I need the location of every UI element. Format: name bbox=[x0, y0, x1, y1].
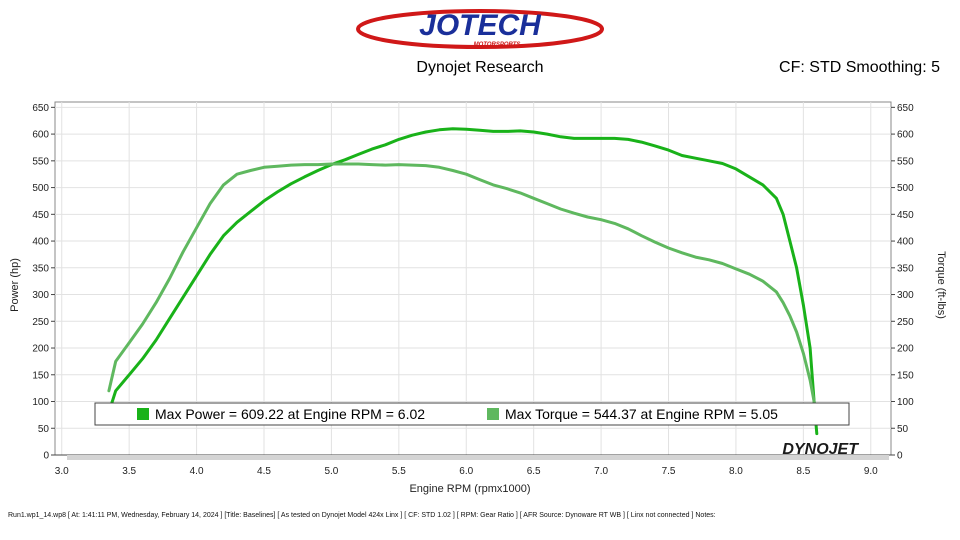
y-tick-right: 200 bbox=[897, 344, 914, 355]
run-info-footer: Run1.wp1_14.wp8 [ At: 1:41:11 PM, Wednes… bbox=[8, 512, 716, 519]
y-tick-right: 450 bbox=[897, 210, 914, 221]
y-tick-left: 150 bbox=[32, 370, 49, 381]
x-tick: 8.0 bbox=[729, 466, 743, 477]
y-tick-left: 450 bbox=[32, 210, 49, 221]
x-tick: 3.5 bbox=[122, 466, 136, 477]
y-tick-left: 650 bbox=[32, 103, 49, 114]
x-tick: 5.0 bbox=[324, 466, 338, 477]
y-tick-left: 0 bbox=[43, 451, 49, 462]
y-tick-left: 400 bbox=[32, 237, 49, 248]
y-tick-right: 300 bbox=[897, 290, 914, 301]
x-tick: 6.5 bbox=[527, 466, 541, 477]
y-tick-right: 600 bbox=[897, 130, 914, 141]
legend-label-power: Max Power = 609.22 at Engine RPM = 6.02 bbox=[155, 406, 425, 422]
legend-box bbox=[94, 402, 850, 426]
grid bbox=[55, 102, 891, 456]
y-tick-right: 250 bbox=[897, 317, 914, 328]
y-tick-right: 50 bbox=[897, 424, 909, 435]
legend-swatch-torque bbox=[487, 408, 499, 420]
jotech-logo-graphic: JOTECH MOTORSPORTS bbox=[356, 9, 604, 49]
y-tick-left: 550 bbox=[32, 156, 49, 167]
y-axis-left: 0 50 100 150 200 250 300 350 400 450 500 550 600 650 bbox=[32, 103, 55, 462]
x-tick: 4.5 bbox=[257, 466, 271, 477]
y-tick-right: 550 bbox=[897, 156, 914, 167]
y-tick-right: 150 bbox=[897, 370, 914, 381]
y-axis-left-title: Power (hp) bbox=[9, 258, 21, 312]
y-tick-left: 200 bbox=[32, 344, 49, 355]
x-tick: 4.0 bbox=[190, 466, 204, 477]
y-tick-right: 650 bbox=[897, 103, 914, 114]
y-axis-right-title: Torque (ft-lbs) bbox=[935, 251, 947, 319]
y-tick-right: 500 bbox=[897, 183, 914, 194]
x-tick: 8.5 bbox=[796, 466, 810, 477]
jotech-logo: JOTECH MOTORSPORTS bbox=[355, 8, 605, 50]
y-tick-left: 250 bbox=[32, 317, 49, 328]
series-line-torque bbox=[107, 162, 819, 420]
y-tick-left: 350 bbox=[32, 263, 49, 274]
curves bbox=[107, 127, 819, 436]
legend-swatch-power bbox=[137, 408, 149, 420]
y-tick-left: 50 bbox=[38, 424, 50, 435]
logo-subtext: MOTORSPORTS bbox=[474, 42, 521, 48]
dyno-chart: 050100150200250300350400450500550600650 … bbox=[9, 101, 947, 495]
legend-label-torque: Max Torque = 544.37 at Engine RPM = 5.05 bbox=[505, 406, 778, 422]
x-axis-band bbox=[67, 455, 889, 460]
x-tick: 6.0 bbox=[459, 466, 473, 477]
x-axis-title: Engine RPM (rpmx1000) bbox=[409, 483, 530, 495]
y-tick-left: 100 bbox=[32, 397, 49, 408]
legend: Max Power = 609.22 at Engine RPM = 6.02 … bbox=[94, 402, 850, 426]
plot-area bbox=[54, 101, 892, 456]
x-tick: 5.5 bbox=[392, 466, 406, 477]
dynojet-watermark: DYNOJET bbox=[782, 441, 859, 458]
correction-factor-text: CF: STD Smoothing: 5 bbox=[779, 59, 940, 76]
logo-text: JOTECH bbox=[419, 9, 542, 42]
y-tick-right: 400 bbox=[897, 237, 914, 248]
x-tick: 9.0 bbox=[864, 466, 878, 477]
chart-title: Dynojet Research bbox=[416, 59, 544, 76]
y-tick-left: 600 bbox=[32, 130, 49, 141]
series-line-power bbox=[107, 127, 819, 436]
x-axis: 3.0 3.5 4.0 4.5 5.0 5.5 6.0 6.5 7.0 7.5 8.0 8.5 9.0 bbox=[55, 466, 878, 477]
y-tick-left: 500 bbox=[32, 183, 49, 194]
y-tick-right: 0 bbox=[897, 451, 903, 462]
y-axis-right: 0 50 100 150 200 250 300 350 400 450 500 550 600 650 bbox=[891, 103, 914, 462]
y-tick-left: 300 bbox=[32, 290, 49, 301]
x-tick: 7.0 bbox=[594, 466, 608, 477]
y-tick-right: 350 bbox=[897, 263, 914, 274]
x-tick: 3.0 bbox=[55, 466, 69, 477]
x-tick: 7.5 bbox=[662, 466, 676, 477]
y-tick-right: 100 bbox=[897, 397, 914, 408]
